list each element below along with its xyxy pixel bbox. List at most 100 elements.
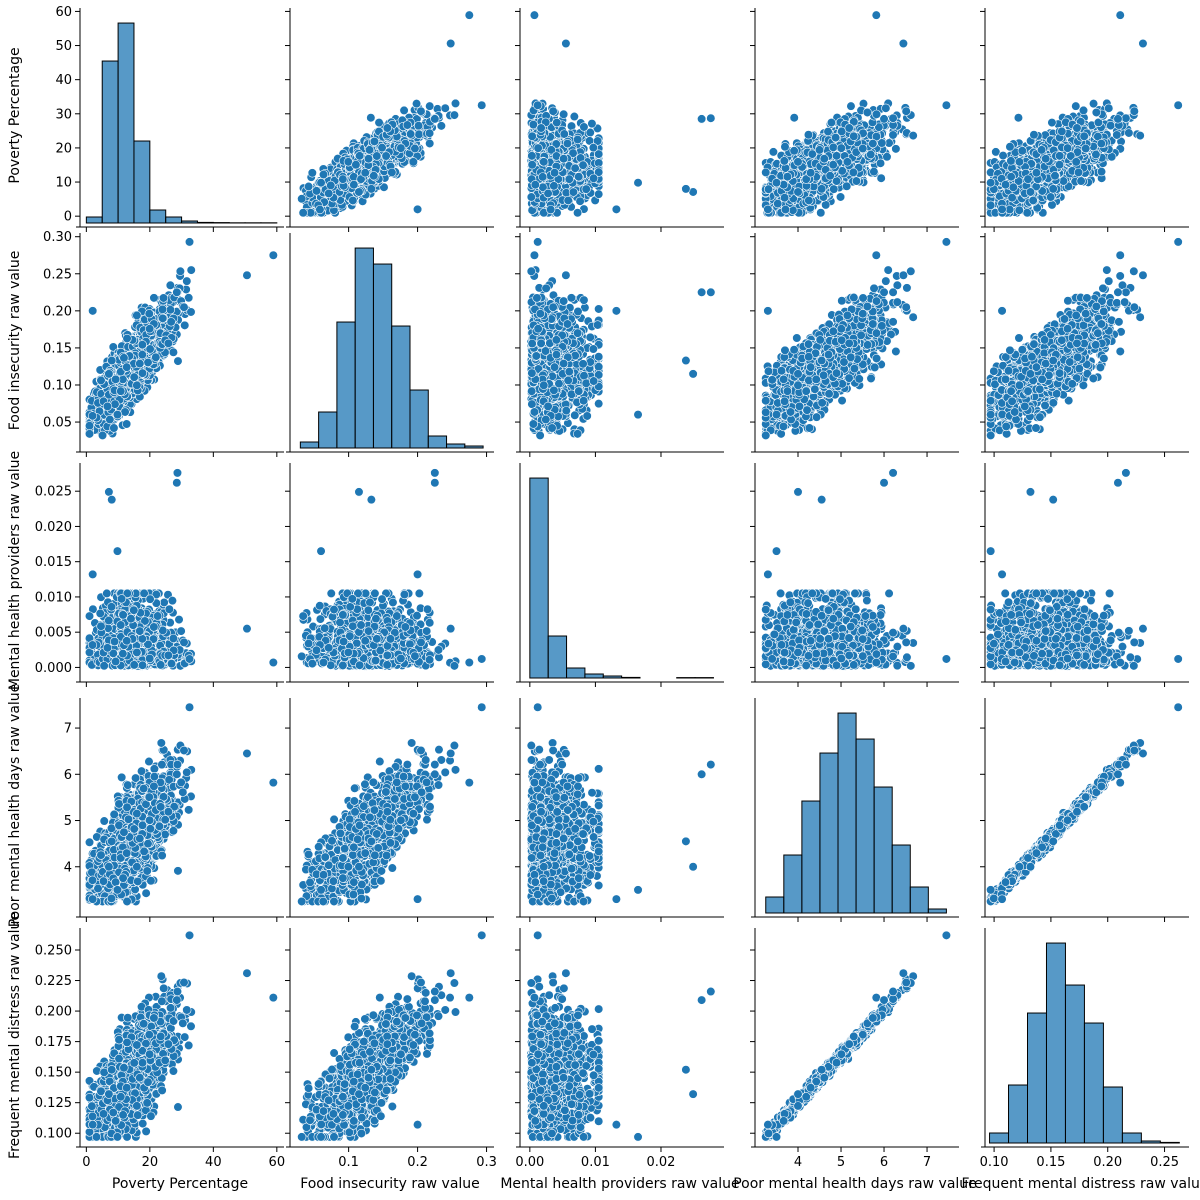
- scatter-point: [821, 201, 830, 210]
- scatter-point: [441, 104, 450, 113]
- scatter-point: [570, 112, 579, 121]
- scatter-point: [829, 143, 838, 152]
- scatter-point: [539, 158, 548, 167]
- scatter-point: [409, 158, 418, 167]
- scatter-point: [790, 113, 799, 122]
- scatter-point: [559, 154, 568, 163]
- scatter-point: [790, 146, 799, 155]
- scatter-point: [764, 185, 773, 194]
- scatter-point: [589, 174, 598, 183]
- scatter-point: [804, 130, 813, 139]
- scatter-point: [537, 124, 546, 133]
- scatter-point: [849, 168, 858, 177]
- scatter-point: [411, 144, 420, 153]
- scatter-point: [883, 153, 892, 162]
- scatter-point: [571, 164, 580, 173]
- scatter-point: [425, 129, 434, 138]
- scatter-point: [820, 154, 829, 163]
- y-tick-label: 40: [55, 73, 72, 88]
- scatter-point: [531, 180, 540, 189]
- scatter-point: [827, 118, 836, 127]
- scatter-point: [794, 188, 803, 197]
- scatter-point: [902, 107, 911, 116]
- scatter-point: [783, 172, 792, 181]
- scatter-point: [528, 160, 537, 169]
- scatter-point: [780, 157, 789, 166]
- scatter-point: [425, 102, 434, 111]
- scatter-point: [544, 189, 553, 198]
- scatter-point: [355, 188, 364, 197]
- y-tick-label: 50: [55, 39, 72, 54]
- scatter-point: [527, 193, 536, 202]
- scatter-point: [297, 194, 306, 203]
- scatter-point: [565, 175, 574, 184]
- scatter-point: [942, 101, 951, 110]
- scatter-point: [589, 143, 598, 152]
- scatter-point: [549, 107, 558, 116]
- scatter-point: [382, 152, 391, 161]
- scatter-point: [528, 152, 537, 161]
- scatter-point: [530, 11, 539, 20]
- scatter-point: [361, 168, 370, 177]
- scatter-point: [415, 130, 424, 139]
- scatter-point: [403, 121, 412, 130]
- scatter-point: [406, 130, 415, 139]
- scatter-point: [564, 196, 573, 205]
- scatter-point: [417, 107, 426, 116]
- scatter-point: [707, 114, 716, 123]
- histogram-bar: [197, 222, 213, 223]
- scatter-point: [697, 115, 706, 124]
- scatter-point: [761, 168, 770, 177]
- scatter-point: [378, 143, 387, 152]
- scatter-point: [412, 99, 421, 108]
- scatter-point: [836, 193, 845, 202]
- scatter-point: [1106, 121, 1115, 130]
- scatter-point: [574, 172, 583, 181]
- scatter-point: [847, 102, 856, 111]
- y-tick-label: 20: [55, 141, 72, 156]
- histogram-bar: [118, 23, 134, 223]
- scatter-point: [569, 188, 578, 197]
- scatter-point: [582, 185, 591, 194]
- panel-poverty-percentage-vs-frequent-mental-distress-raw-value: [980, 8, 1189, 232]
- scatter-point: [414, 121, 423, 130]
- scatter-point: [612, 205, 621, 214]
- scatter-point: [880, 115, 889, 124]
- scatter-point: [805, 196, 814, 205]
- scatter-point: [559, 110, 568, 119]
- scatter-point: [588, 119, 597, 128]
- scatter-point: [882, 104, 891, 113]
- scatter-point: [304, 182, 313, 191]
- scatter-point: [826, 171, 835, 180]
- scatter-point: [1125, 129, 1134, 138]
- scatter-point: [576, 197, 585, 206]
- scatter-point: [316, 205, 325, 214]
- y-tick-label: 60: [55, 5, 72, 20]
- y-tick-label: 10: [55, 176, 72, 191]
- scatter-point: [769, 148, 778, 157]
- scatter-point: [550, 168, 559, 177]
- scatter-point: [1104, 104, 1113, 113]
- scatter-point: [534, 144, 543, 153]
- scatter-point: [308, 169, 317, 178]
- scatter-point: [370, 137, 379, 146]
- histogram-bar: [150, 210, 166, 223]
- scatter-point: [553, 118, 562, 127]
- scatter-point: [312, 187, 321, 196]
- y-tick-label: 0: [64, 210, 72, 225]
- scatter-point: [339, 175, 348, 184]
- scatter-point: [350, 180, 359, 189]
- scatter-point: [634, 178, 643, 187]
- scatter-point: [373, 152, 382, 161]
- scatter-point: [388, 168, 397, 177]
- scatter-point: [533, 101, 542, 110]
- scatter-point: [299, 208, 308, 217]
- scatter-point: [845, 124, 854, 133]
- scatter-point: [349, 196, 358, 205]
- scatter-point: [550, 182, 559, 191]
- scatter-point: [431, 115, 440, 124]
- scatter-point: [781, 142, 790, 151]
- scatter-point: [772, 178, 781, 187]
